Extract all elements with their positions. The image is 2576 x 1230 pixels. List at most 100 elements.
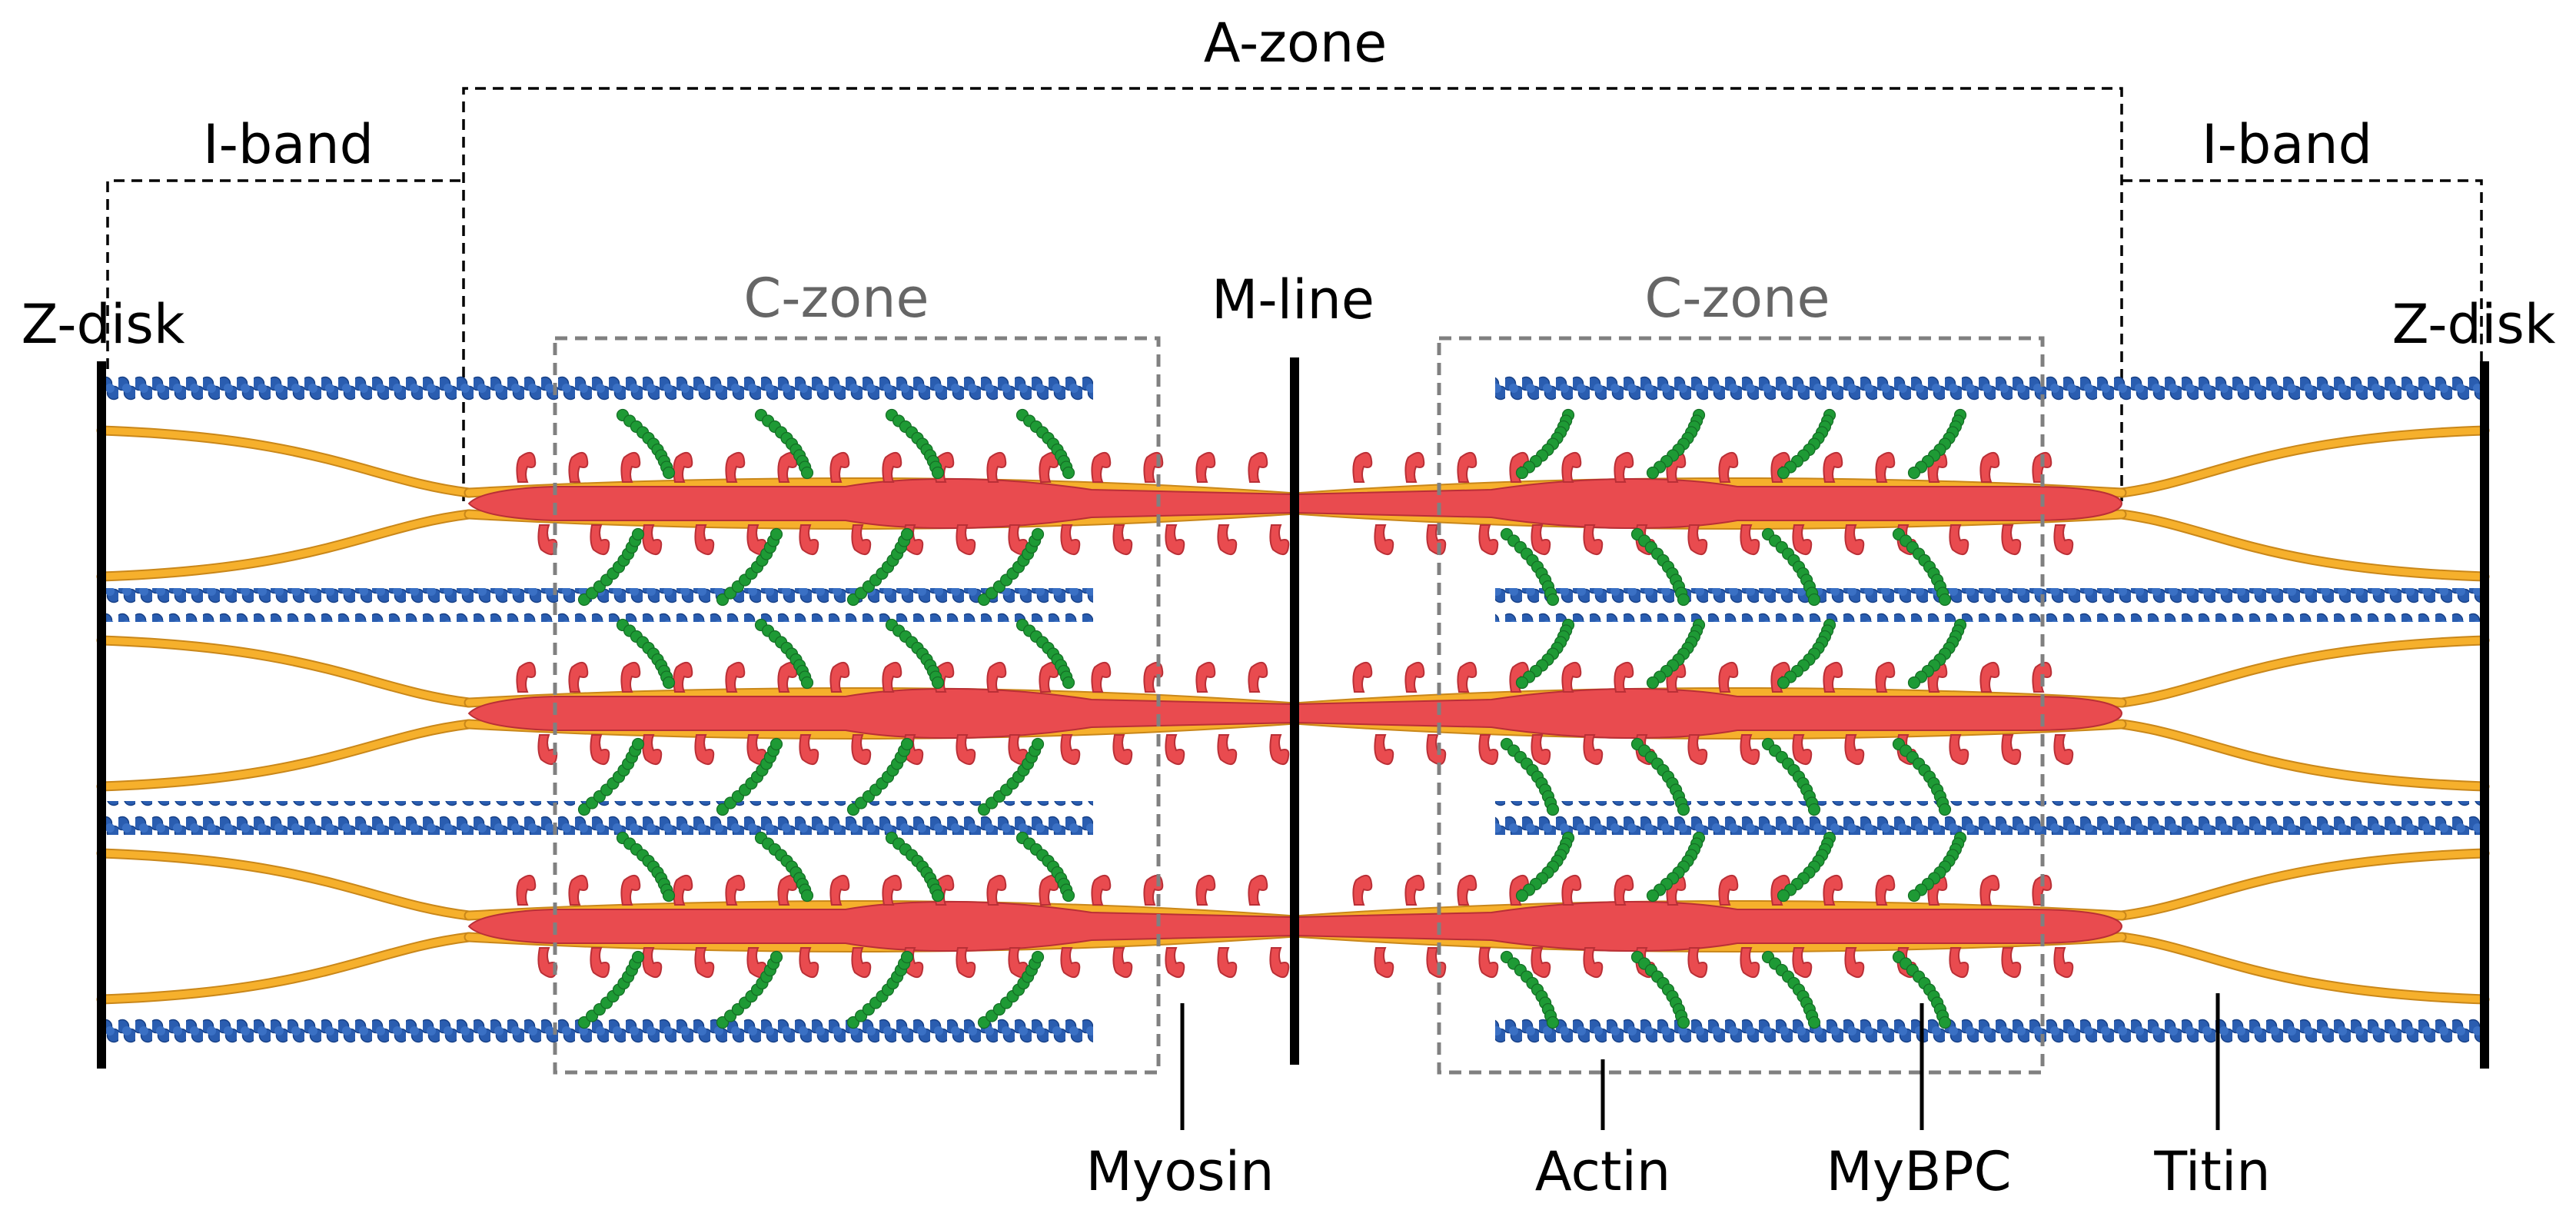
mybpc-16-bead xyxy=(1938,593,1952,607)
myosin-head-2-51 xyxy=(1875,662,1896,693)
myosin-head-1-45 xyxy=(1718,452,1739,483)
mybpc-27-bead xyxy=(1646,676,1660,690)
myosin-head-3-24 xyxy=(1112,947,1133,978)
myosin-head-2-27 xyxy=(1195,662,1216,693)
titin-right-upper-2 xyxy=(2118,637,2488,706)
myosin-head-3-22 xyxy=(1060,947,1081,978)
myosin-head-1-31 xyxy=(1352,452,1373,483)
myosin-head-3-6 xyxy=(642,947,663,978)
titin-right-lower-1 xyxy=(2118,510,2488,580)
myosin-head-3-19 xyxy=(986,875,1007,906)
mybpc-45-bead xyxy=(1777,889,1790,903)
mybpc-29 xyxy=(1777,618,1836,690)
myosin-head-2-19 xyxy=(986,662,1007,693)
myosin-head-1-24 xyxy=(1112,524,1133,555)
myosin-head-2-44 xyxy=(1687,734,1708,765)
mybpc-39-bead xyxy=(1062,889,1075,903)
mybpc-38-bead xyxy=(900,950,914,964)
m-line-label: M-line xyxy=(1212,268,1374,331)
myosin-head-1-48 xyxy=(1792,524,1813,555)
mybpc-42 xyxy=(1500,950,1560,1029)
myosin-head-3-8 xyxy=(694,947,715,978)
myosin-head-3-3 xyxy=(568,875,589,906)
mybpc-5-bead xyxy=(931,466,945,480)
a-zone-label: A-zone xyxy=(1204,12,1388,75)
mybpc-14-bead xyxy=(1807,593,1821,607)
mybpc-44-bead xyxy=(1677,1016,1690,1029)
mybpc-25 xyxy=(1515,618,1575,690)
actin-label: Actin xyxy=(1535,1140,1670,1203)
myosin-head-2-39 xyxy=(1561,662,1582,693)
myosin-head-3-9 xyxy=(725,875,746,906)
mybpc-23 xyxy=(1015,618,1075,690)
mybpc-40-bead xyxy=(1031,950,1045,964)
myosin-head-3-13 xyxy=(829,875,850,906)
i-band-right-bracket xyxy=(2122,179,2483,369)
mybpc-31-bead xyxy=(1907,676,1921,690)
myosin-head-3-33 xyxy=(1404,875,1425,906)
myosin-head-1-26 xyxy=(1165,524,1185,555)
mybpc-32-bead xyxy=(1938,803,1952,816)
myosin-head-2-25 xyxy=(1143,662,1164,693)
myosin-head-2-56 xyxy=(2001,734,2022,765)
mybpc-46 xyxy=(1761,950,1821,1029)
myosin-head-1-44 xyxy=(1687,524,1708,555)
myosin-head-2-55 xyxy=(1979,662,2000,693)
mybpc-7-bead xyxy=(1062,466,1075,480)
c-zone-right-box xyxy=(1437,336,2045,1075)
mybpc-10 xyxy=(1500,527,1560,607)
myosin-head-3-44 xyxy=(1687,947,1708,978)
mybpc-24-bead xyxy=(1031,737,1045,751)
myosin-head-2-41 xyxy=(1614,662,1634,693)
myosin-head-2-9 xyxy=(725,662,746,693)
mybpc-28-bead xyxy=(1677,803,1690,816)
c-zone-left-box xyxy=(553,336,1161,1075)
mybpc-2-bead xyxy=(631,527,645,541)
myosin-head-3-35 xyxy=(1457,875,1477,906)
mybpc-6 xyxy=(846,527,914,607)
titin-right-upper-3 xyxy=(2118,849,2488,919)
mybpc-47 xyxy=(1907,831,1967,903)
myosin-head-2-58 xyxy=(2053,734,2074,765)
actin-left-1 xyxy=(101,375,1093,409)
structural-lines xyxy=(97,357,2489,1130)
mybpc-21-bead xyxy=(931,676,945,690)
myosin-head-1-18 xyxy=(956,524,976,555)
zone-brackets xyxy=(106,87,2483,501)
myosin-head-3-4 xyxy=(590,947,610,978)
myosin-head-3-31 xyxy=(1352,875,1373,906)
myosin-head-1-15 xyxy=(882,452,902,483)
mybpc-47-bead xyxy=(1907,889,1921,903)
myosin-head-2-12 xyxy=(799,734,819,765)
myosin-head-3-45 xyxy=(1718,875,1739,906)
myosin-head-1-29 xyxy=(1248,452,1268,483)
mybpc-43-bead xyxy=(1646,889,1660,903)
myosin-head-3-46 xyxy=(1740,947,1760,978)
mybpc-12-bead xyxy=(1677,593,1690,607)
myosin-head-2-22 xyxy=(1060,734,1081,765)
titin-left-lower-2 xyxy=(98,720,473,790)
actin-right-3 xyxy=(1495,801,2485,835)
mybpc-30 xyxy=(1761,737,1821,816)
myosin-head-2-15 xyxy=(882,662,902,693)
myosin-head-3-56 xyxy=(2001,947,2022,978)
mybpc-35 xyxy=(754,831,814,903)
mybpc-19-bead xyxy=(800,676,814,690)
myosin-head-2-28 xyxy=(1217,734,1238,765)
mybpc-7 xyxy=(1015,408,1075,480)
mybpc-3-bead xyxy=(800,466,814,480)
mybpc-48 xyxy=(1892,950,1952,1029)
i-band-left-bracket xyxy=(106,179,464,369)
actin-filaments xyxy=(101,375,2485,1047)
mybpc-22 xyxy=(846,737,914,816)
myosin-head-1-36 xyxy=(1478,524,1499,555)
mybpc-3 xyxy=(754,408,814,480)
myosin-head-2-8 xyxy=(694,734,715,765)
myosin-head-2-14 xyxy=(851,734,872,765)
mybpc-24 xyxy=(977,737,1045,816)
myosin-head-3-41 xyxy=(1614,875,1634,906)
myosin-head-2-49 xyxy=(1823,662,1843,693)
myosin-head-3-27 xyxy=(1195,875,1216,906)
myosin-head-3-38 xyxy=(1531,947,1551,978)
